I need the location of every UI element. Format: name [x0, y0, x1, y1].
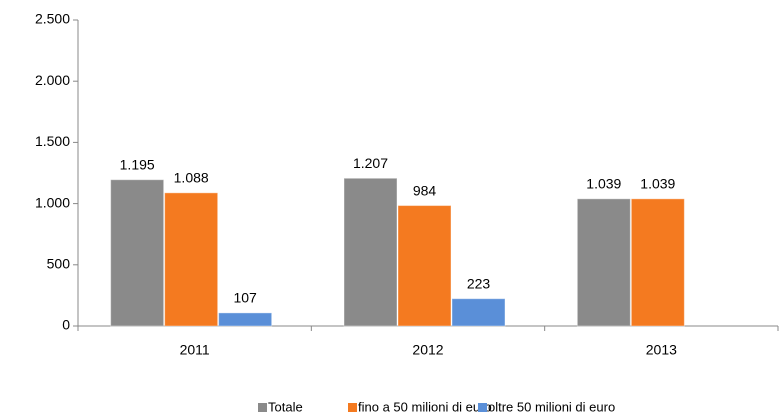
bar: [343, 177, 398, 327]
value-label: 1.195: [120, 156, 155, 172]
value-label: 1.207: [353, 155, 388, 171]
value-label: 1.088: [174, 170, 209, 186]
y-tick-label: 500: [47, 256, 71, 272]
y-tick-label: 2.500: [35, 11, 70, 27]
y-tick-label: 1.000: [35, 194, 70, 210]
bar: [451, 298, 506, 327]
bar: [164, 192, 219, 327]
bar: [397, 205, 452, 327]
x-tick-label: 2012: [412, 342, 443, 358]
legend-label: oltre 50 milioni di euro: [488, 399, 615, 414]
bar: [630, 198, 685, 327]
legend-swatch: [348, 403, 357, 412]
bar: [576, 198, 631, 327]
y-tick-label: 1.500: [35, 133, 70, 149]
value-label: 1.039: [586, 176, 621, 192]
x-tick-label: 2011: [180, 342, 210, 358]
legend-label: Totale: [268, 399, 303, 414]
legend-swatch: [258, 403, 267, 412]
value-label: 984: [413, 182, 437, 198]
value-label: 107: [233, 290, 257, 306]
y-tick-label: 2.000: [35, 72, 70, 88]
y-tick-label: 0: [62, 317, 70, 333]
x-tick-label: 2013: [646, 342, 677, 358]
bar: [110, 179, 165, 327]
value-label: 1.039: [640, 176, 675, 192]
legend-label: fino a 50 milioni di euro: [358, 399, 492, 414]
bar: [218, 312, 273, 327]
legend-swatch: [478, 403, 487, 412]
value-label: 223: [467, 275, 491, 291]
